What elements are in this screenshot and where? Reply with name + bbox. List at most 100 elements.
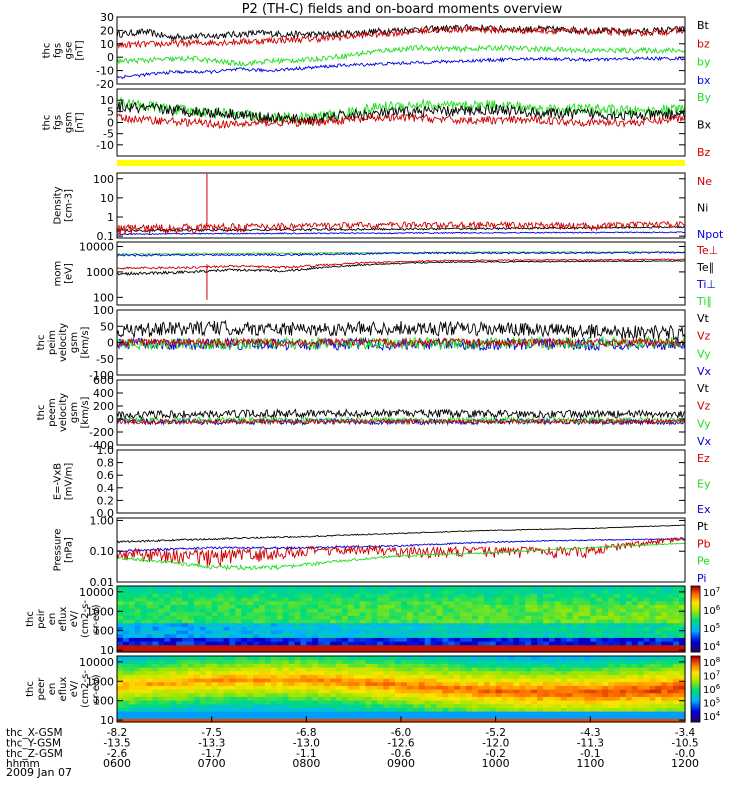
spectrogram-cell — [377, 604, 384, 609]
series-line-red — [116, 220, 686, 236]
spectrogram-cell — [430, 718, 438, 723]
spectrogram-cell — [276, 696, 284, 701]
spectrogram-cell — [217, 593, 225, 598]
spectrogram-cell — [495, 692, 503, 697]
spectrogram-cell — [122, 700, 130, 705]
spectrogram-cell — [229, 608, 236, 613]
spectrogram-cell — [543, 619, 550, 624]
spectrogram-cell — [501, 615, 509, 620]
spectrogram-cell — [176, 718, 183, 723]
spectrogram-cell — [625, 663, 633, 668]
spectrogram-cell — [472, 707, 479, 712]
spectrogram-cell — [359, 586, 367, 591]
spectrogram-cell — [477, 597, 485, 602]
spectrogram-cell — [122, 611, 130, 616]
spectrogram-cell — [276, 608, 284, 613]
spectrogram-cell — [188, 589, 195, 594]
spectrogram-cell — [554, 604, 562, 609]
spectrogram-cell — [199, 630, 207, 635]
spectrogram-cell — [418, 641, 426, 646]
spectrogram-cell — [235, 608, 242, 613]
spectrogram-cell — [182, 600, 189, 605]
spectrogram-cell — [460, 648, 467, 653]
spectrogram-cell — [270, 670, 278, 675]
spectrogram-cell — [448, 700, 455, 705]
spectrogram-cell — [182, 678, 189, 683]
spectrogram-cell — [282, 718, 290, 723]
spectrogram-cell — [330, 633, 337, 638]
y-axis-label: eV/ — [69, 680, 80, 697]
spectrogram-cell — [235, 615, 242, 620]
spectrogram-cell — [365, 611, 373, 616]
spectrogram-cell — [543, 678, 550, 683]
spectrogram-cell — [442, 641, 449, 646]
spectrogram-cell — [578, 593, 586, 598]
spectrogram-cell — [223, 663, 231, 668]
spectrogram-cell — [460, 678, 467, 683]
spectrogram-cell — [182, 619, 189, 624]
spectrogram-cell — [649, 714, 657, 719]
spectrogram-cell — [448, 659, 455, 664]
spectrogram-cell — [442, 670, 449, 675]
spectrogram-cell — [489, 703, 497, 708]
y-tick-label: 1.0 — [97, 444, 115, 457]
spectrogram-cell — [495, 659, 503, 664]
colorbar-segment — [691, 590, 700, 594]
spectrogram-cell — [655, 626, 662, 631]
spectrogram-cell — [483, 644, 491, 649]
spectrogram-cell — [264, 630, 272, 635]
spectrogram-cell — [590, 696, 597, 701]
spectrogram-cell — [625, 597, 633, 602]
spectrogram-cell — [158, 589, 165, 594]
spectrogram-cell — [608, 586, 615, 591]
spectrogram-cell — [649, 678, 657, 683]
spectrogram-cell — [649, 681, 657, 686]
spectrogram-cell — [460, 586, 467, 591]
spectrogram-cell — [596, 685, 603, 690]
spectrogram-cell — [359, 626, 367, 631]
spectrogram-cell — [477, 696, 485, 701]
spectrogram-cell — [401, 589, 408, 594]
spectrogram-cell — [584, 678, 591, 683]
spectrogram-cell — [383, 681, 390, 686]
legend-entry: Ni — [697, 202, 708, 215]
spectrogram-cell — [164, 622, 171, 627]
y-tick-label: 0.1 — [97, 230, 115, 243]
spectrogram-cell — [134, 630, 142, 635]
colorbar-segment — [691, 667, 700, 670]
spectrogram-cell — [448, 696, 455, 701]
spectrogram-cell — [365, 644, 373, 649]
colorbar-segment — [691, 621, 700, 624]
spectrogram-cell — [436, 700, 444, 705]
spectrogram-cell — [406, 633, 414, 638]
spectrogram-cell — [655, 648, 662, 653]
spectrogram-cell — [164, 593, 171, 598]
legend-entry: Vy — [697, 347, 711, 360]
spectrogram-cell — [152, 611, 160, 616]
spectrogram-cell — [614, 689, 621, 694]
spectrogram-cell — [217, 700, 225, 705]
spectrogram-cell — [128, 711, 136, 716]
spectrogram-cell — [436, 648, 444, 653]
spectrogram-cell — [584, 630, 591, 635]
spectrogram-cell — [318, 670, 325, 675]
spectrogram-cell — [282, 608, 290, 613]
spectrogram-cell — [483, 608, 491, 613]
series-line-red — [116, 258, 686, 270]
spectrogram-cell — [637, 619, 645, 624]
spectrogram-cell — [377, 707, 384, 712]
spectrogram-cell — [294, 674, 302, 679]
spectrogram-cell — [235, 630, 242, 635]
spectrogram-cell — [643, 689, 651, 694]
spectrogram-cell — [637, 700, 645, 705]
spectrogram-cell — [395, 667, 402, 672]
spectrogram-cell — [531, 681, 538, 686]
spectrogram-cell — [406, 678, 414, 683]
spectrogram-cell — [667, 630, 674, 635]
spectrogram-cell — [217, 659, 225, 664]
spectrogram-cell — [170, 667, 177, 672]
spectrogram-cell — [371, 593, 378, 598]
spectrogram-cell — [454, 678, 461, 683]
y-axis-label: gsm — [69, 332, 80, 353]
